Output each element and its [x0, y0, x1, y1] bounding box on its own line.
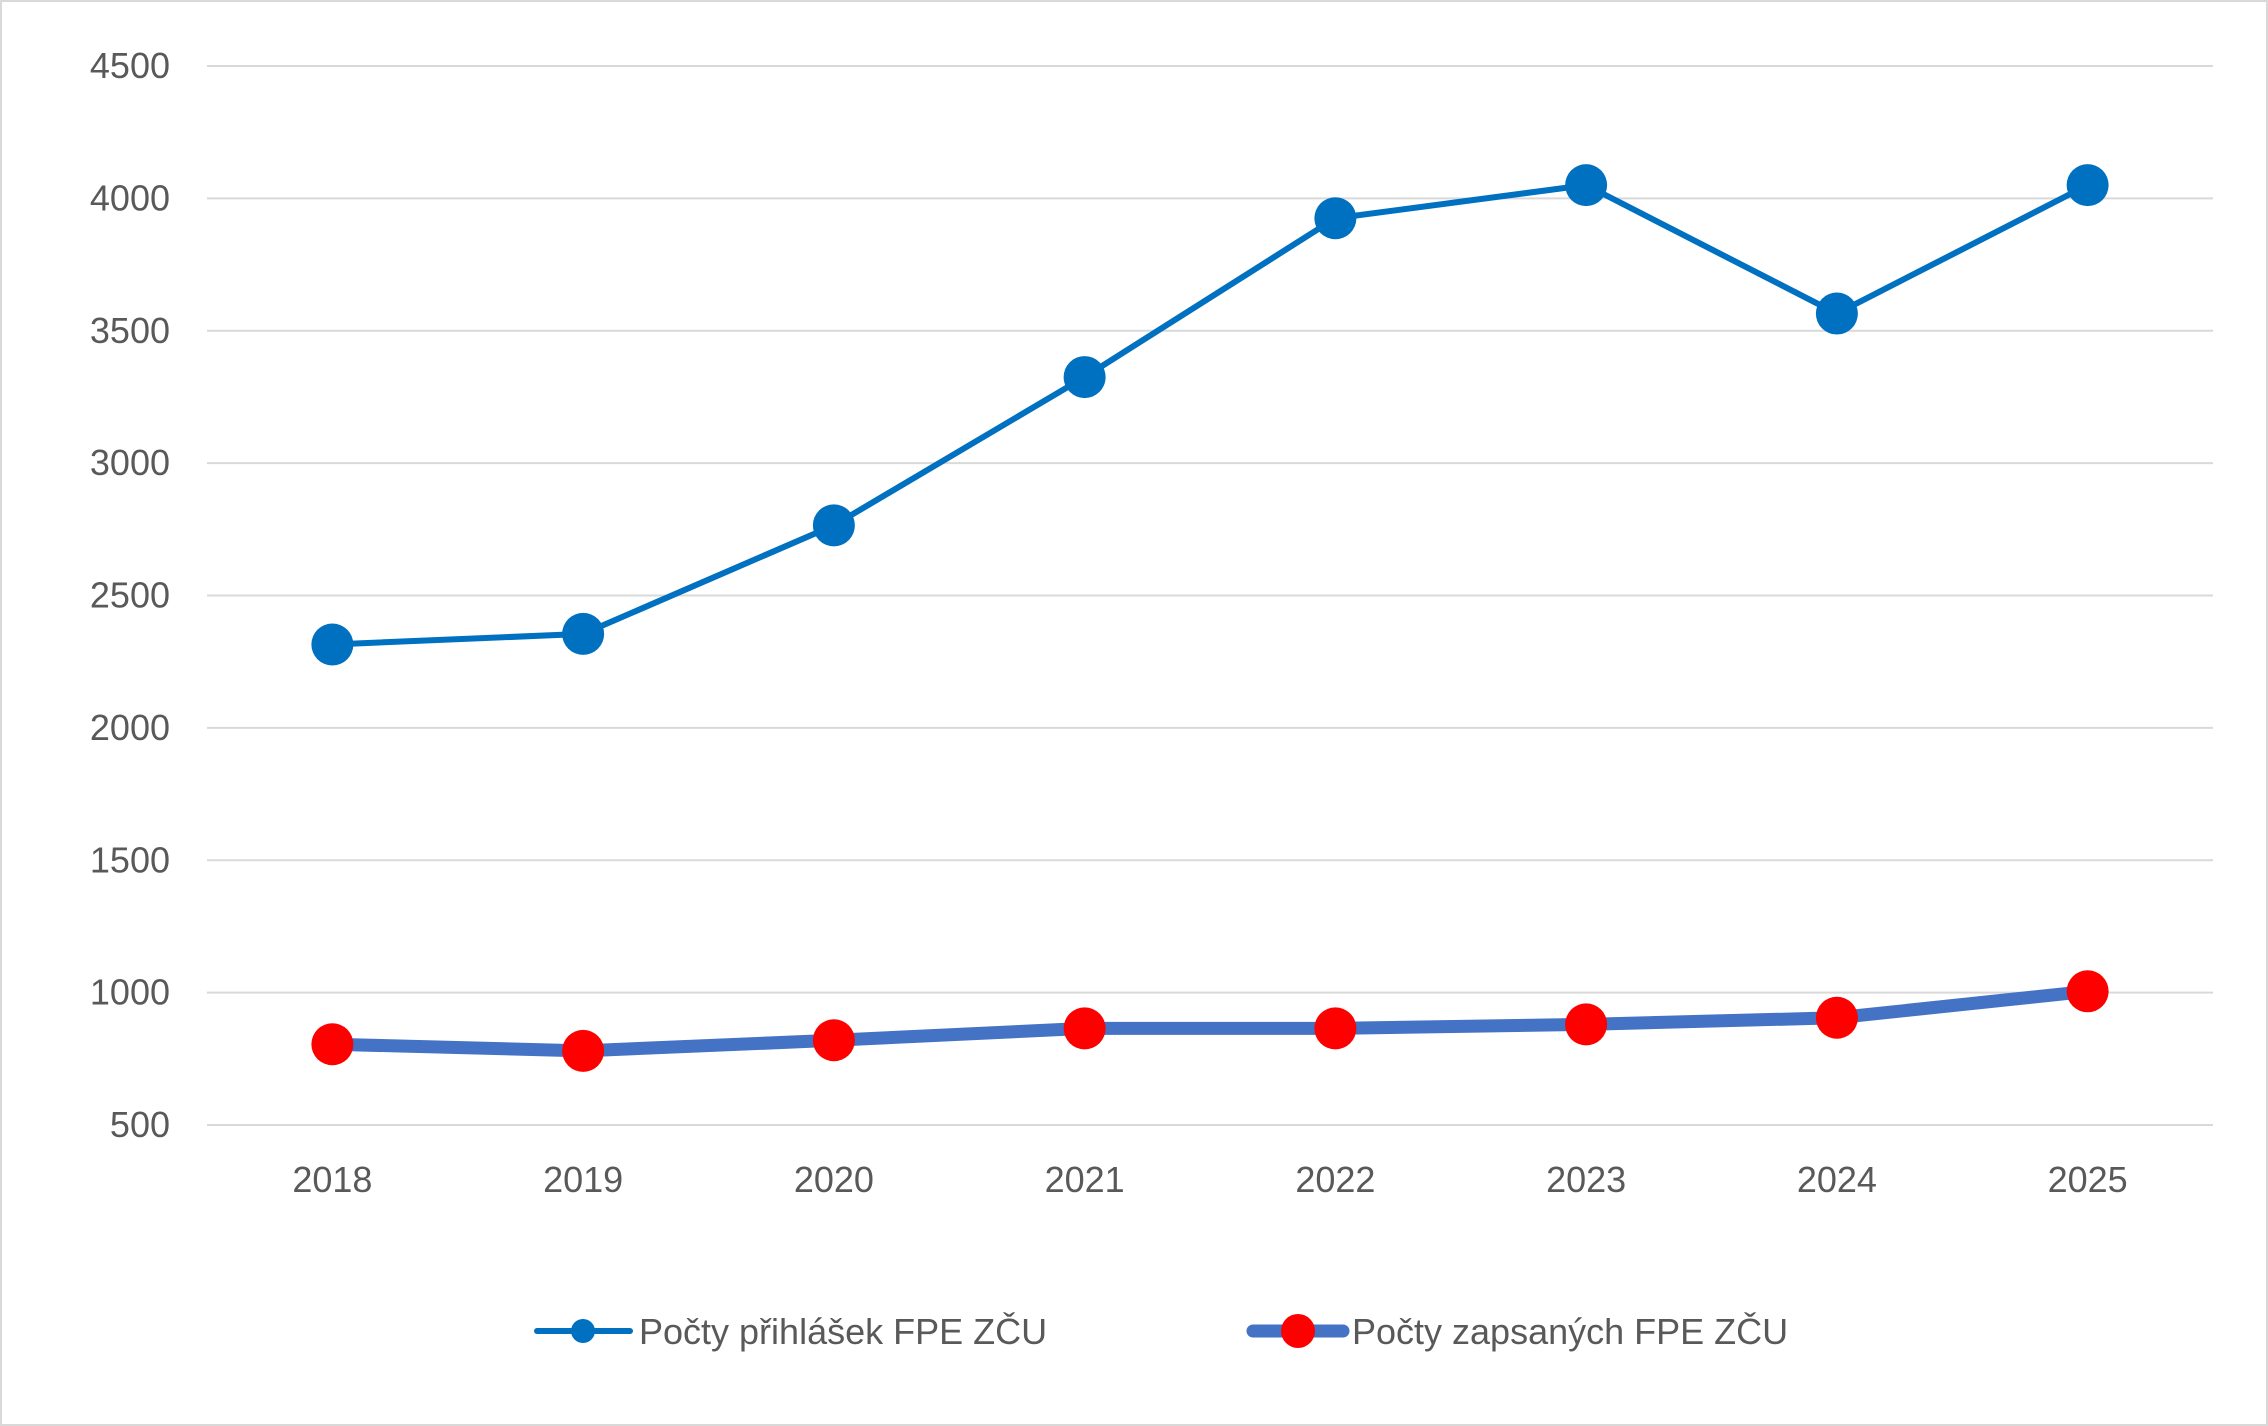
x-tick-label: 2022 [1295, 1159, 1375, 1200]
data-point [311, 1023, 354, 1066]
series-group [311, 164, 2109, 1072]
data-point [1815, 292, 1858, 335]
data-point [1314, 197, 1357, 240]
x-tick-label: 2025 [2048, 1159, 2128, 1200]
series-1 [311, 164, 2109, 666]
legend-label: Počty přihlášek FPE ZČU [639, 1311, 1047, 1352]
x-tick-label: 2021 [1045, 1159, 1125, 1200]
data-point [812, 1019, 855, 1062]
data-point [1565, 164, 1608, 207]
data-point [2066, 970, 2109, 1013]
series-line [329, 182, 2091, 648]
data-point [1565, 1003, 1608, 1046]
y-tick-label: 4500 [90, 45, 170, 86]
legend-marker [571, 1319, 595, 1343]
y-tick-label: 3500 [90, 310, 170, 351]
series-line [325, 984, 2095, 1058]
gridlines [207, 65, 2213, 1126]
data-point [1815, 996, 1858, 1039]
data-point [1063, 356, 1106, 399]
legend-label: Počty zapsaných FPE ZČU [1352, 1311, 1788, 1352]
y-tick-label: 3000 [90, 442, 170, 483]
legend-item-1: Počty přihlášek FPE ZČU [534, 1311, 1047, 1352]
data-point [1314, 1007, 1357, 1050]
y-axis-ticks: 500 1000 1500 2000 2500 3000 3500 4000 4500 [90, 45, 170, 1145]
data-point [562, 1029, 605, 1072]
data-point [812, 504, 855, 547]
data-point [311, 623, 354, 666]
legend-item-2: Počty zapsaných FPE ZČU [1246, 1311, 1788, 1352]
x-axis-ticks: 2018 2019 2020 2021 2022 2023 2024 2025 [292, 1159, 2127, 1200]
y-tick-label: 2500 [90, 575, 170, 616]
x-tick-label: 2020 [794, 1159, 874, 1200]
data-point [1063, 1007, 1106, 1050]
y-tick-label: 2000 [90, 707, 170, 748]
y-tick-label: 4000 [90, 177, 170, 218]
y-tick-label: 500 [110, 1104, 170, 1145]
x-tick-label: 2024 [1797, 1159, 1877, 1200]
x-tick-label: 2023 [1546, 1159, 1626, 1200]
y-tick-label: 1500 [90, 839, 170, 880]
x-tick-label: 2018 [292, 1159, 372, 1200]
data-point [562, 612, 605, 655]
x-tick-label: 2019 [543, 1159, 623, 1200]
legend-marker [1281, 1314, 1315, 1348]
data-point [2066, 164, 2109, 207]
series-2 [311, 970, 2109, 1072]
legend: Počty přihlášek FPE ZČU Počty zapsaných F… [534, 1311, 1788, 1352]
y-tick-label: 1000 [90, 972, 170, 1013]
